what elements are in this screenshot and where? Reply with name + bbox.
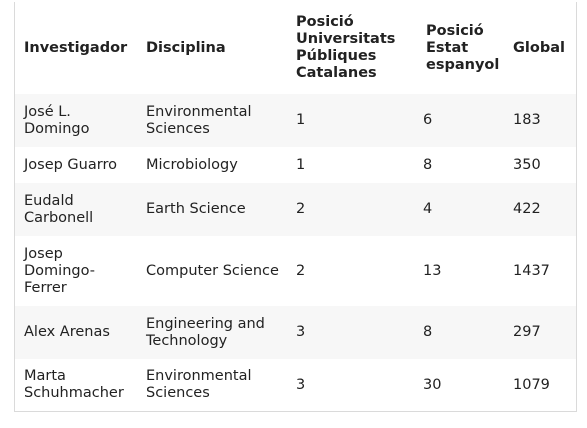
- cell-posicio-universitats: 2: [296, 262, 306, 279]
- cell-posicio-estat: 30: [423, 376, 442, 393]
- cell-global: 183: [513, 112, 541, 128]
- cell-disciplina: Microbiology: [146, 156, 238, 173]
- table-row: Eudald Carbonell Earth Science 2 4 422: [15, 183, 576, 236]
- cell-posicio-universitats: 3: [296, 324, 306, 340]
- cell-global: 1437: [513, 262, 550, 279]
- table-row: Marta Schuhmacher Environmental Sciences…: [15, 359, 576, 411]
- cell-investigador: Alex Arenas: [24, 324, 110, 340]
- header-posicio-universitats: Posició Universitats Públiques Catalanes: [296, 14, 396, 81]
- cell-investigador: Josep Guarro: [24, 156, 117, 173]
- header-disciplina: Disciplina: [146, 39, 226, 56]
- cell-investigador: Josep Domingo-Ferrer: [24, 245, 95, 296]
- cell-investigador: José L. Domingo: [24, 103, 90, 137]
- cell-posicio-universitats: 1: [296, 112, 306, 128]
- table-row: José L. Domingo Environmental Sciences 1…: [15, 94, 576, 147]
- ranking-table-container: Investigador Disciplina Posició Universi…: [14, 2, 577, 412]
- cell-posicio-universitats: 3: [296, 376, 306, 393]
- cell-disciplina: Engineering and Technology: [146, 315, 265, 349]
- cell-disciplina: Environmental Sciences: [146, 103, 252, 137]
- cell-disciplina: Earth Science: [146, 201, 246, 217]
- cell-posicio-estat: 4: [423, 201, 433, 217]
- cell-global: 422: [513, 201, 541, 217]
- header-investigador: Investigador: [24, 39, 128, 56]
- header-row: Investigador Disciplina Posició Universi…: [15, 2, 576, 94]
- cell-global: 1079: [513, 376, 550, 393]
- header-posicio-estat: Posició Estat espanyol: [426, 22, 500, 73]
- ranking-table: Investigador Disciplina Posició Universi…: [15, 2, 576, 411]
- cell-global: 297: [513, 324, 541, 340]
- cell-disciplina: Environmental Sciences: [146, 368, 252, 401]
- cell-disciplina: Computer Science: [146, 262, 279, 279]
- cell-investigador: Eudald Carbonell: [24, 192, 94, 226]
- table-body: José L. Domingo Environmental Sciences 1…: [15, 94, 576, 411]
- header-global: Global: [513, 39, 565, 56]
- cell-investigador: Marta Schuhmacher: [24, 368, 124, 401]
- cell-posicio-universitats: 2: [296, 201, 306, 217]
- cell-posicio-universitats: 1: [296, 156, 306, 173]
- table-row: Josep Guarro Microbiology 1 8 350: [15, 147, 576, 183]
- cell-posicio-estat: 8: [423, 156, 433, 173]
- table-row: Josep Domingo-Ferrer Computer Science 2 …: [15, 236, 576, 306]
- cell-global: 350: [513, 156, 541, 173]
- cell-posicio-estat: 13: [423, 262, 442, 279]
- cell-posicio-estat: 6: [423, 112, 433, 128]
- cell-posicio-estat: 8: [423, 324, 433, 340]
- table-header: Investigador Disciplina Posició Universi…: [15, 2, 576, 94]
- table-row: Alex Arenas Engineering and Technology 3…: [15, 306, 576, 359]
